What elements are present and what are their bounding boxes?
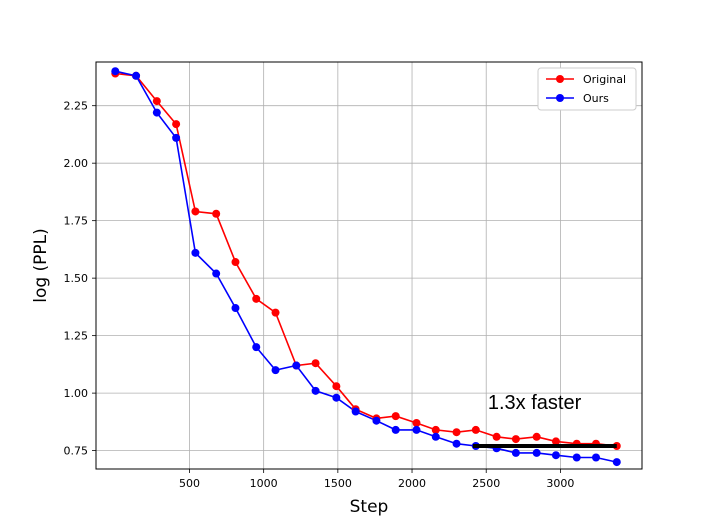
data-point-ours <box>431 432 440 441</box>
data-point-original <box>191 207 200 216</box>
data-point-ours <box>511 448 520 457</box>
data-point-original <box>492 432 501 441</box>
data-point-original <box>252 294 261 303</box>
data-point-ours <box>592 453 601 462</box>
data-point-original <box>332 382 341 391</box>
data-point-ours <box>572 453 581 462</box>
data-point-ours <box>252 343 261 352</box>
y-axis-title: log (PPL) <box>31 228 51 303</box>
data-point-ours <box>412 425 421 434</box>
data-point-ours <box>231 304 240 313</box>
x-tick-label: 1500 <box>324 477 352 490</box>
y-tick-label: 0.75 <box>64 445 89 458</box>
y-tick-label: 2.00 <box>64 157 89 170</box>
data-point-original <box>212 209 221 218</box>
data-point-original <box>452 428 461 437</box>
data-point-ours <box>292 361 301 370</box>
data-point-ours <box>351 407 360 416</box>
legend-marker-ours <box>556 94 564 102</box>
data-point-ours <box>132 71 141 80</box>
legend-label-original: Original <box>583 73 626 86</box>
data-point-original <box>431 425 440 434</box>
legend-marker-original <box>556 75 564 83</box>
data-point-original <box>471 425 480 434</box>
data-point-ours <box>372 416 381 425</box>
data-point-original <box>532 432 541 441</box>
legend-label-ours: Ours <box>583 92 609 105</box>
x-tick-label: 1000 <box>250 477 278 490</box>
annotation: 1.3x faster <box>472 392 617 449</box>
data-point-ours <box>152 108 161 117</box>
data-point-original <box>172 120 181 129</box>
data-point-ours <box>391 425 400 434</box>
data-point-ours <box>532 448 541 457</box>
data-point-ours <box>212 269 221 278</box>
legend: Original Ours <box>537 67 637 111</box>
y-tick-label: 2.25 <box>64 100 89 113</box>
data-point-ours <box>311 386 320 395</box>
data-point-ours <box>332 393 341 402</box>
data-point-original <box>511 435 520 444</box>
y-tick-label: 1.25 <box>64 330 89 343</box>
x-tick-label: 500 <box>179 477 200 490</box>
x-axis-title: Step <box>350 497 389 517</box>
data-point-original <box>152 97 161 106</box>
data-point-original <box>271 308 280 317</box>
data-point-ours <box>172 133 181 142</box>
y-tick-label: 1.50 <box>64 272 89 285</box>
y-tick-label: 1.00 <box>64 387 89 400</box>
data-point-ours <box>191 248 200 257</box>
data-point-ours <box>271 366 280 375</box>
x-tick-label: 3000 <box>546 477 574 490</box>
data-point-original <box>311 359 320 368</box>
data-point-ours <box>612 458 621 467</box>
grid <box>96 62 642 469</box>
data-point-ours <box>551 451 560 460</box>
data-point-original <box>231 258 240 267</box>
y-axis-ticks: 0.75 1.00 1.25 1.50 1.75 2.00 2.25 <box>64 100 96 458</box>
x-axis-ticks: 500 1000 1500 2000 2500 3000 <box>179 469 574 490</box>
data-point-original <box>412 419 421 428</box>
data-point-original <box>551 437 560 446</box>
data-point-ours <box>452 439 461 448</box>
annotation-text: 1.3x faster <box>488 392 582 414</box>
data-point-original <box>391 412 400 421</box>
data-point-ours <box>111 67 120 76</box>
plot-frame <box>95 61 643 470</box>
x-tick-label: 2500 <box>472 477 500 490</box>
y-tick-label: 1.75 <box>64 215 89 228</box>
x-tick-label: 2000 <box>398 477 426 490</box>
